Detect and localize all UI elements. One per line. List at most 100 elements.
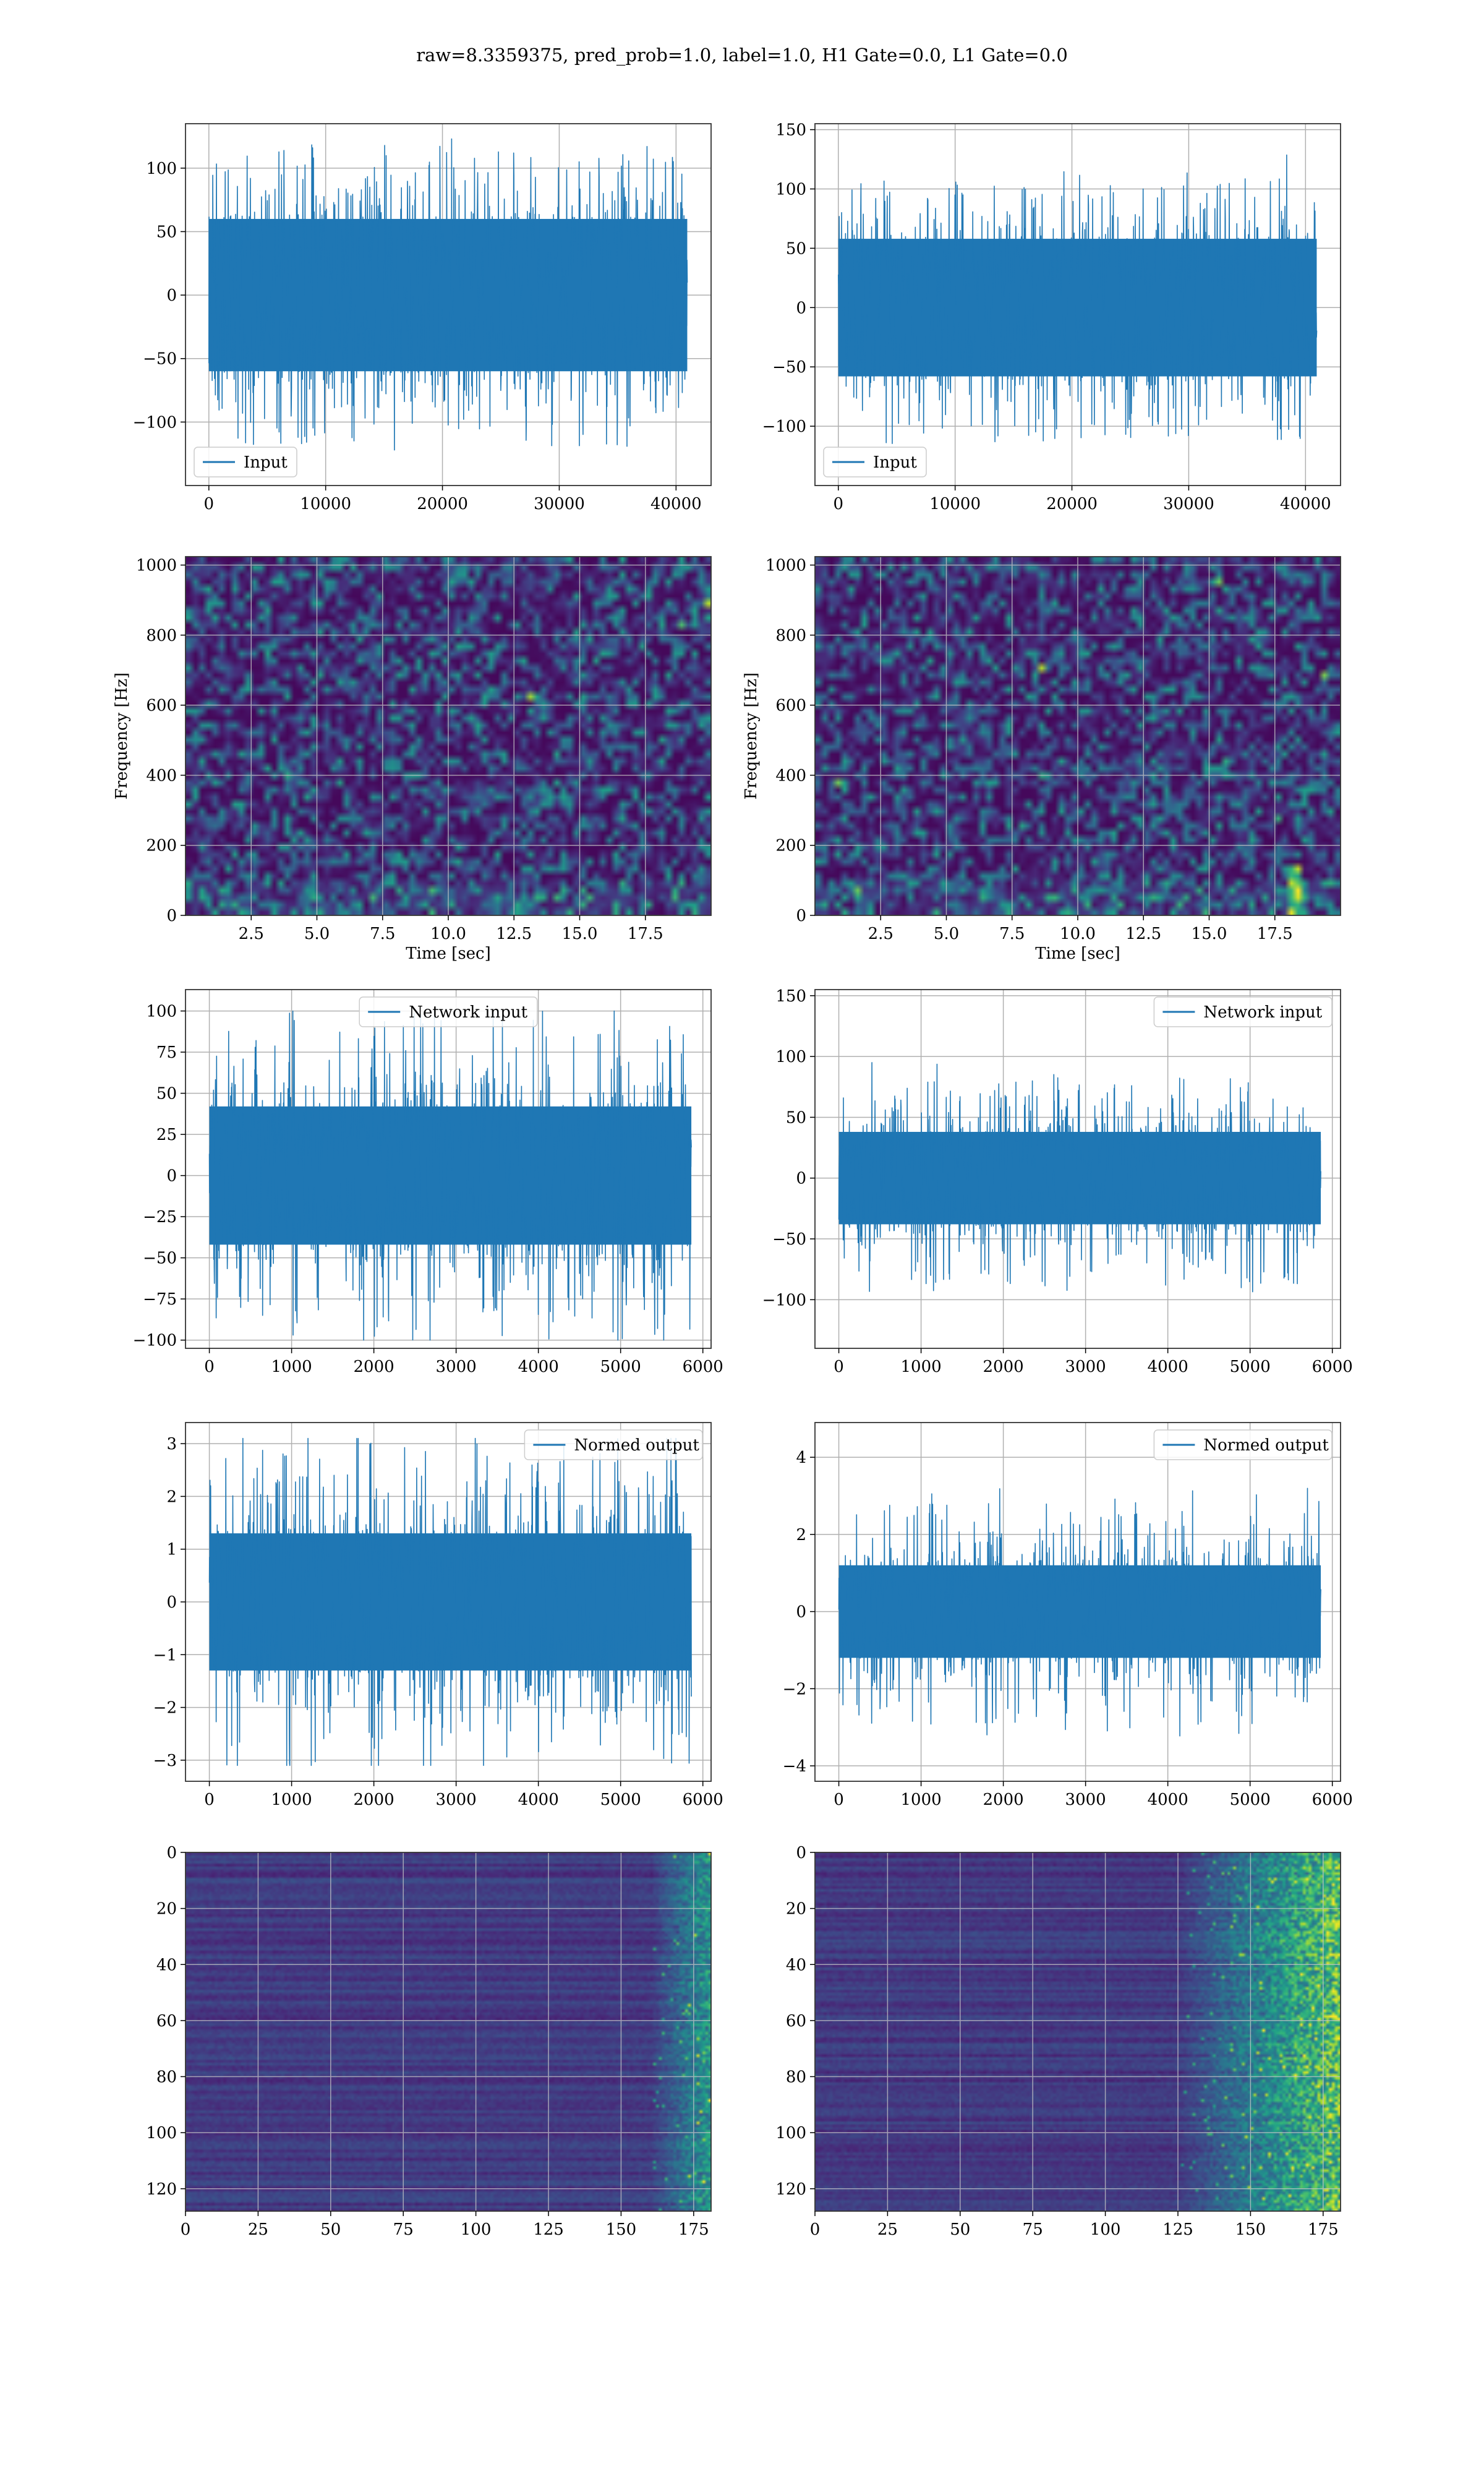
legend-box [194,447,297,477]
legend: Normed output [1153,1429,1333,1460]
x-tick-label: 4000 [1148,1358,1188,1376]
x-tick-label: 10.0 [1060,925,1096,943]
x-tick-label: 40000 [1280,495,1331,513]
y-tick-label: 20 [156,1900,177,1919]
x-tick-label: 17.5 [1257,925,1293,943]
x-tick-label: 3000 [436,1791,477,1809]
x-axis-label: Time [sec] [406,944,491,963]
y-tick-label: 0 [166,1593,177,1612]
y-tick-label: 120 [146,2180,177,2199]
legend: Network input [1153,996,1333,1027]
y-tick-label: 100 [775,1048,806,1066]
x-tick-label: 10.0 [430,925,466,943]
x-tick-label: 0 [834,1791,844,1809]
x-tick-label: 175 [1308,2220,1339,2239]
y-tick-label: −50 [143,1249,177,1268]
legend-label: Network input [1203,1003,1322,1022]
legend: Network input [359,996,538,1027]
x-tick-label: 17.5 [628,925,663,943]
x-tick-label: 0 [810,2220,821,2239]
legend-label: Input [244,453,288,472]
y-tick-label: 50 [156,223,177,241]
x-tick-label: 10000 [929,495,981,513]
x-tick-label: 30000 [534,495,585,513]
x-tick-label: 6000 [1312,1358,1353,1376]
y-tick-label: −1 [153,1646,177,1664]
x-tick-label: 150 [606,2220,637,2239]
x-tick-label: 50 [320,2220,341,2239]
y-tick-label: 1000 [136,557,177,575]
figure-title: raw=8.3359375, pred_prob=1.0, label=1.0,… [416,45,1068,66]
y-tick-label: 600 [775,696,806,715]
y-tick-label: −50 [143,350,177,369]
y-tick-label: −50 [772,358,806,377]
y-tick-label: 50 [786,1108,806,1127]
chart-l1-input: 0 10000 20000 30000 40000 −100 −50 0 50 100 150 Inp… [762,121,1341,513]
y-tick-label: −100 [762,1291,806,1309]
y-tick-label: 80 [156,2068,177,2087]
y-axis-label: Frequency [Hz] [113,672,131,800]
x-tick-label: 5000 [600,1791,641,1809]
chart-h1-network-input: 0 1000 2000 3000 4000 5000 6000 −100 −75 −50 −25 0 2… [133,989,723,1376]
y-tick-label: −100 [133,1332,177,1350]
x-tick-label: 3000 [1065,1791,1106,1809]
x-tick-label: 4000 [1148,1791,1188,1809]
x-tick-label: 7.5 [999,925,1025,943]
x-tick-label: 100 [461,2220,492,2239]
x-tick-label: 6000 [1312,1791,1353,1809]
x-tick-label: 1000 [271,1358,312,1376]
x-tick-label: 100 [1090,2220,1121,2239]
x-tick-label: 4000 [518,1791,559,1809]
series-group [208,138,688,451]
series-line [208,1437,692,1766]
x-tick-label: 6000 [683,1791,723,1809]
x-tick-label: 2000 [354,1791,394,1809]
heatmap-image [186,1852,711,2211]
series-group [208,1010,692,1341]
y-tick-label: 0 [166,1167,177,1186]
y-tick-label: 0 [166,1844,177,1862]
x-tick-label: 2.5 [868,925,893,943]
x-tick-label: 175 [678,2220,709,2239]
y-tick-label: 25 [156,1126,177,1144]
series-group [838,154,1318,444]
x-tick-label: 2000 [983,1358,1024,1376]
y-tick-label: 20 [786,1900,806,1919]
y-tick-label: −2 [783,1680,806,1698]
x-tick-label: 75 [1023,2220,1043,2239]
x-tick-label: 3000 [1065,1358,1106,1376]
x-tick-label: 25 [248,2220,268,2239]
y-tick-label: 0 [796,1603,806,1622]
series-line [838,154,1318,444]
legend-box [823,447,927,477]
grid-lines [186,557,711,916]
x-tick-label: 0 [204,1791,215,1809]
y-tick-label: 100 [775,180,806,199]
x-tick-label: 0 [181,2220,191,2239]
x-tick-label: 0 [204,1358,215,1376]
series-group [838,1062,1321,1293]
x-tick-label: 75 [393,2220,414,2239]
x-tick-label: 0 [834,495,844,513]
chart-h1-feature-map: 0 25 50 75 100 125 150 175 0 20 40 60 80 100 120 [146,1844,712,2239]
x-tick-label: 5000 [1230,1791,1271,1809]
y-tick-label: 100 [146,1003,177,1021]
y-axis-label: Frequency [Hz] [742,672,761,800]
x-tick-label: 50 [950,2220,970,2239]
series-line [208,138,688,451]
legend-label: Normed output [574,1436,699,1455]
x-tick-label: 3000 [436,1358,477,1376]
chart-h1-spectrogram: 2.5 5.0 7.5 10.0 12.5 15.0 17.5 0 200 400 600 800 10… [113,556,712,963]
y-tick-label: 3 [166,1435,177,1453]
x-tick-label: 125 [1162,2220,1193,2239]
y-tick-label: 75 [156,1043,177,1062]
y-tick-label: 0 [166,907,177,925]
y-tick-label: 1 [166,1541,177,1559]
y-tick-label: 800 [146,627,177,645]
axes-frame [185,1852,712,2212]
y-tick-label: 400 [146,766,177,785]
y-tick-label: −100 [133,413,177,432]
y-tick-label: 60 [156,2012,177,2031]
y-tick-label: 800 [775,627,806,645]
